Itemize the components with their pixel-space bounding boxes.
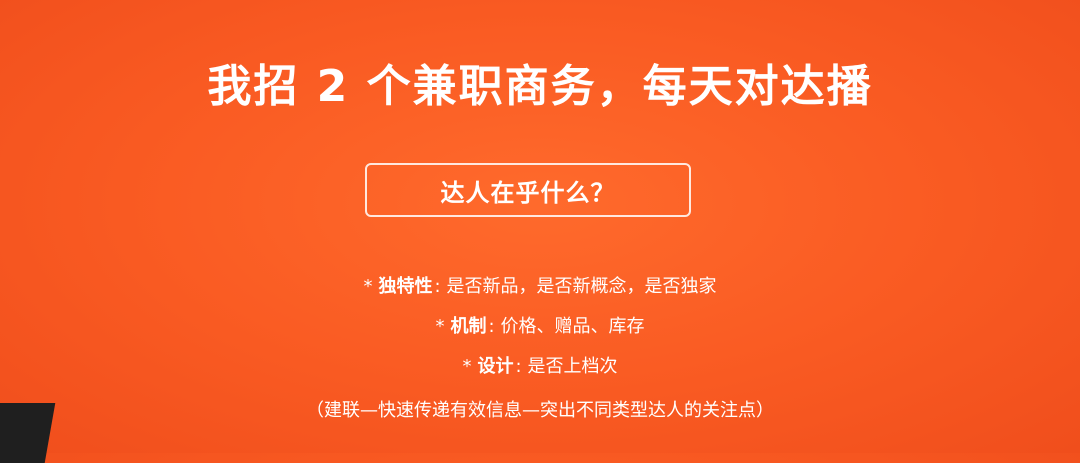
point-value: 是否新品，是否新概念，是否独家 [446, 276, 717, 297]
point-separator: : [488, 316, 495, 337]
point-uniqueness: * 独特性: 是否新品，是否新概念，是否独家 [0, 270, 1080, 310]
points-list: * 独特性: 是否新品，是否新概念，是否独家 * 机制: 价格、赠品、库存 * 设计: 是否… [0, 270, 1080, 390]
slide: 我招 2 个兼职商务，每天对达播 达人在乎什么？ * 独特性: 是否新品，是否新概念… [0, 61, 1080, 463]
point-key: 独特性 [378, 276, 433, 297]
point-separator: : [434, 276, 441, 297]
question-box: 达人在乎什么？ [365, 163, 691, 217]
point-key: 机制 [450, 316, 487, 337]
point-value: 是否上档次 [527, 356, 618, 377]
bullet-star: * [435, 316, 445, 337]
footnote: （建联—快速传递有效信息—突出不同类型达人的关注点） [306, 400, 774, 421]
point-mechanism: * 机制: 价格、赠品、库存 [0, 310, 1080, 350]
bullet-star: * [363, 276, 373, 297]
point-value: 价格、赠品、库存 [500, 316, 645, 337]
slide-title: 我招 2 个兼职商务，每天对达播 [207, 61, 873, 112]
point-key: 设计 [477, 356, 514, 377]
question-text: 达人在乎什么？ [440, 178, 616, 207]
point-separator: : [515, 356, 522, 377]
point-design: * 设计: 是否上档次 [0, 350, 1080, 390]
bullet-star: * [462, 356, 472, 377]
